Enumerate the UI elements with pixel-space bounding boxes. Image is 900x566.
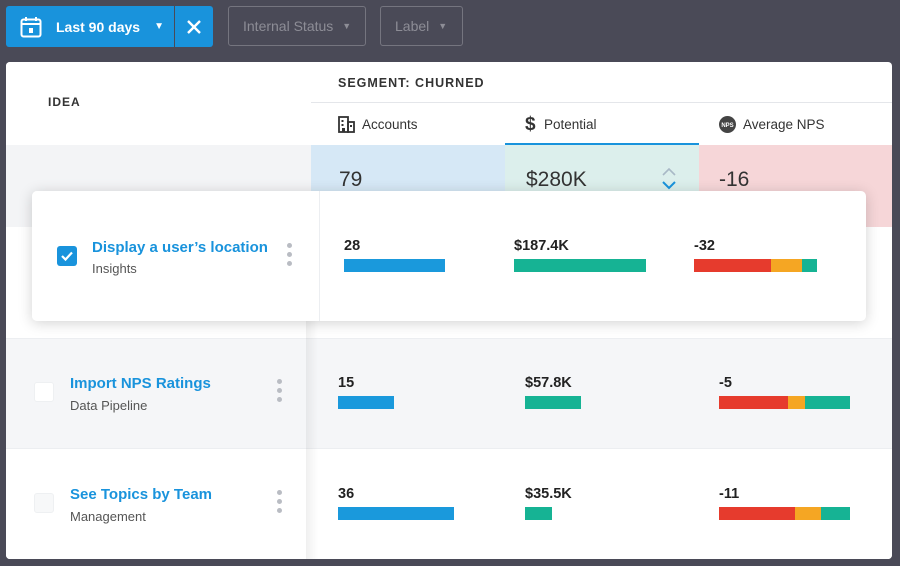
row-checkbox[interactable] xyxy=(34,382,54,402)
clear-date-button[interactable] xyxy=(175,6,213,47)
row-checkbox[interactable] xyxy=(34,493,54,513)
nps-detractors-segment xyxy=(719,507,795,520)
chevron-down-icon: ▼ xyxy=(342,21,352,31)
nps-distribution-bar xyxy=(719,396,850,409)
nps-value: -32 xyxy=(694,238,715,254)
more-options-icon[interactable] xyxy=(277,490,283,514)
internal-status-label: Internal Status xyxy=(243,18,334,34)
divider xyxy=(311,102,892,103)
nps-value: -5 xyxy=(719,375,732,391)
potential-bar xyxy=(514,259,646,272)
summary-nps-value: -16 xyxy=(719,168,750,191)
idea-title-link[interactable]: Display a user’s location xyxy=(92,239,268,256)
label-filter[interactable]: Label ▼ xyxy=(380,6,463,46)
summary-potential-value: $280K xyxy=(526,168,587,191)
divider xyxy=(6,448,892,449)
nps-passives-segment xyxy=(794,507,822,520)
more-options-icon[interactable] xyxy=(287,243,293,267)
tab-average-nps[interactable]: NPS Average NPS xyxy=(719,115,825,133)
dollar-icon: $ xyxy=(525,114,536,134)
accounts-value: 28 xyxy=(344,238,361,254)
calendar-icon xyxy=(20,16,42,37)
nps-value: -11 xyxy=(719,486,740,502)
chevron-down-icon: ▼ xyxy=(438,21,448,31)
nps-passives-segment xyxy=(788,396,806,409)
selected-idea-cell xyxy=(32,191,319,321)
tab-potential[interactable]: $ Potential xyxy=(525,114,597,134)
building-icon xyxy=(338,115,355,133)
potential-bar xyxy=(525,396,581,409)
idea-category: Data Pipeline xyxy=(70,398,148,413)
chevron-down-icon: ▼ xyxy=(154,21,164,32)
nps-icon: NPS xyxy=(719,115,736,133)
checkmark-icon xyxy=(61,251,73,262)
nps-promoters-segment xyxy=(802,259,817,272)
close-icon xyxy=(187,19,201,34)
nps-promoters-segment xyxy=(821,507,850,520)
tab-average-nps-label: Average NPS xyxy=(743,116,825,132)
accounts-bar xyxy=(344,259,445,272)
svg-text:$: $ xyxy=(525,114,536,134)
date-range-label: Last 90 days xyxy=(56,18,141,35)
more-options-icon[interactable] xyxy=(277,379,283,403)
accounts-value: 36 xyxy=(338,486,355,502)
potential-value: $187.4K xyxy=(514,238,569,254)
idea-category: Management xyxy=(70,509,146,524)
row-checkbox-checked[interactable] xyxy=(57,246,77,266)
tab-accounts-label: Accounts xyxy=(362,116,418,132)
tab-potential-label: Potential xyxy=(544,116,597,132)
idea-category: Insights xyxy=(92,261,137,276)
accounts-value: 15 xyxy=(338,375,355,391)
nps-distribution-bar xyxy=(694,259,817,272)
nps-detractors-segment xyxy=(719,396,789,409)
sort-icon[interactable] xyxy=(661,167,677,191)
summary-accounts-value: 79 xyxy=(339,168,363,191)
nps-detractors-segment xyxy=(694,259,772,272)
nps-passives-segment xyxy=(771,259,803,272)
label-filter-label: Label xyxy=(395,18,430,34)
svg-text:NPS: NPS xyxy=(721,123,733,129)
table-row xyxy=(6,448,892,559)
idea-title-link[interactable]: Import NPS Ratings xyxy=(70,375,211,392)
table-row xyxy=(6,338,892,448)
divider xyxy=(6,338,892,339)
idea-column-header: IDEA xyxy=(48,95,81,109)
potential-bar xyxy=(525,507,552,520)
selected-idea-row[interactable]: Display a user’s location Insights 28 $1… xyxy=(32,191,866,321)
active-tab-indicator xyxy=(505,143,699,145)
internal-status-filter[interactable]: Internal Status ▼ xyxy=(228,6,366,46)
potential-value: $57.8K xyxy=(525,375,572,391)
potential-value: $35.5K xyxy=(525,486,572,502)
segment-title: SEGMENT: CHURNED xyxy=(338,76,485,90)
idea-title-link[interactable]: See Topics by Team xyxy=(70,486,212,503)
tab-accounts[interactable]: Accounts xyxy=(338,115,418,133)
date-range-button[interactable]: Last 90 days ▼ xyxy=(6,6,174,47)
accounts-bar xyxy=(338,507,454,520)
nps-promoters-segment xyxy=(805,396,850,409)
nps-distribution-bar xyxy=(719,507,850,520)
ideas-table-panel: IDEA SEGMENT: CHURNED Accounts $ Potenti… xyxy=(6,62,892,559)
accounts-bar xyxy=(338,396,394,409)
divider xyxy=(319,191,320,321)
